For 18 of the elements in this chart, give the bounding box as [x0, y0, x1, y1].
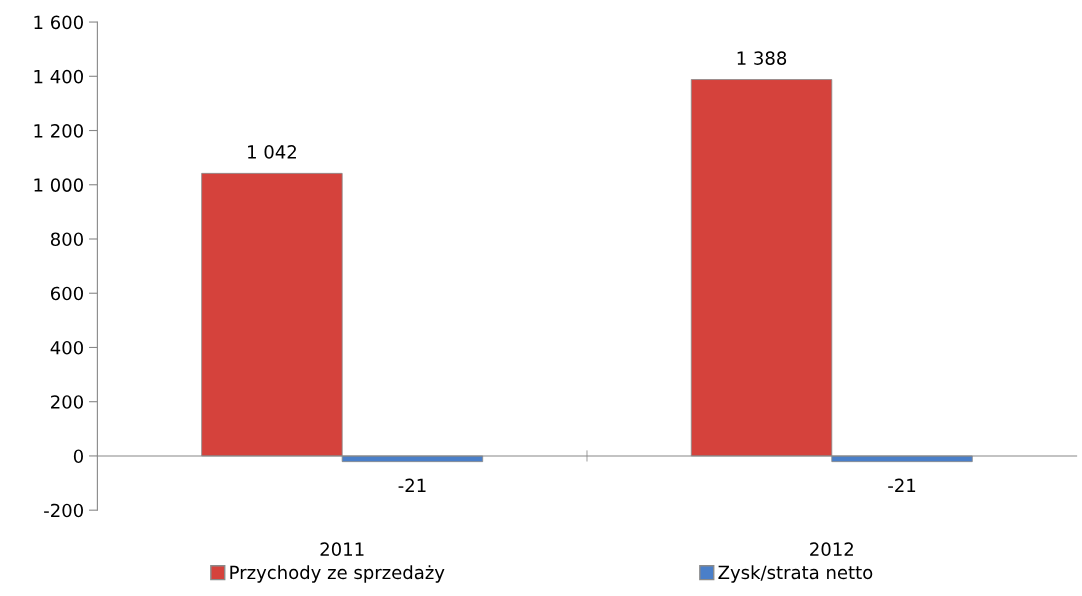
y-tick-label: 0 — [73, 449, 83, 464]
y-tick-label: 800 — [50, 232, 83, 247]
y-tick-label: 1 000 — [34, 178, 83, 192]
y-tick-label: 200 — [51, 395, 83, 409]
y-tick-label: 1 200 — [34, 123, 83, 138]
x-tick-label: 2012 — [810, 542, 853, 557]
legend-label: Zysk/strata netto — [718, 565, 873, 583]
data-label: -21 — [398, 478, 426, 493]
legend-label: Przychody ze sprzedaży — [230, 565, 445, 583]
y-tick-label: 1 400 — [34, 69, 83, 84]
y-tick-label: 400 — [50, 340, 83, 355]
y-tick-label: -200 — [44, 503, 83, 518]
y-tick-label: 600 — [50, 286, 83, 301]
data-label: 1 042 — [248, 145, 296, 159]
x-tick-label: 2011 — [320, 542, 364, 557]
data-label: 1 388 — [737, 51, 787, 65]
y-tick-label: 1 600 — [34, 15, 83, 30]
data-label: -21 — [888, 478, 916, 493]
